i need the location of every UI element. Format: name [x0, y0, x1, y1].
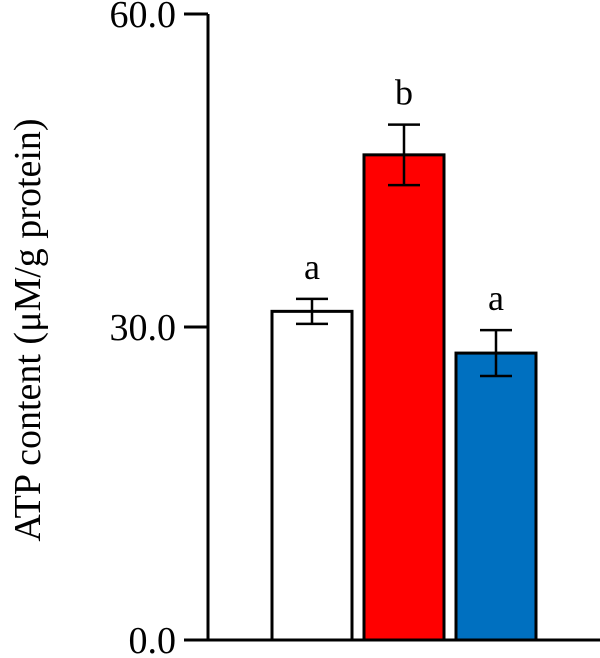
significance-letter: a — [304, 247, 320, 287]
bar-group: b — [362, 73, 446, 642]
y-axis-title-group: ATP content (μM/g protein) — [7, 118, 49, 541]
significance-letter: b — [395, 73, 413, 113]
y-tick-label: 30.0 — [110, 307, 177, 349]
bar — [454, 351, 538, 642]
bar — [270, 309, 354, 642]
significance-letter: a — [488, 278, 504, 318]
y-tick-label: 0.0 — [129, 620, 177, 658]
y-tick-label: 60.0 — [110, 0, 177, 36]
y-axis-ticks: 0.0 30.0 60.0 — [110, 0, 208, 658]
y-axis-title: ATP content (μM/g protein) — [7, 118, 49, 541]
bar-group: a — [270, 247, 354, 642]
bar-group: a — [454, 278, 538, 642]
bars: a b a — [270, 73, 538, 642]
bar — [362, 153, 446, 642]
